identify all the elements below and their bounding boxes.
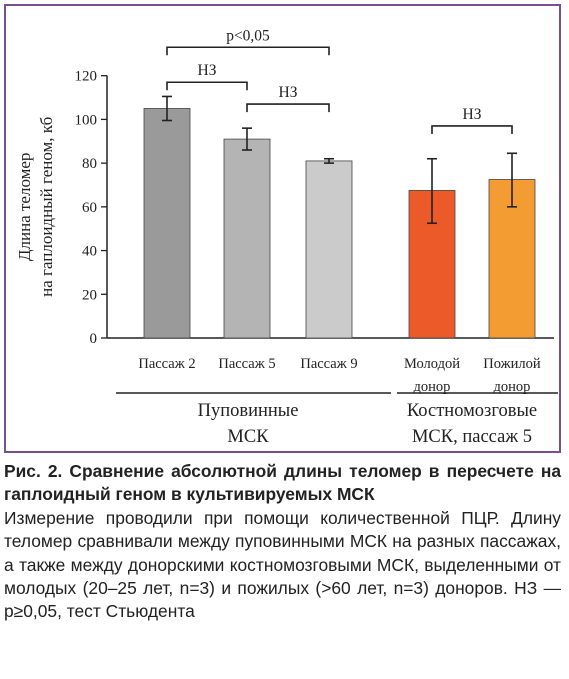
caption-title: Рис. 2. Сравнение абсолютной длины телом…	[4, 461, 561, 505]
caption-body: Измерение проводили при помощи количеств…	[4, 507, 561, 622]
category-label-4: Молодой	[404, 356, 460, 372]
bar-1	[143, 108, 191, 339]
significance-label-3: НЗ	[279, 84, 298, 101]
category-label-5: донор	[494, 379, 531, 395]
bar-2	[223, 138, 271, 339]
y-tick-label: 80	[82, 156, 97, 172]
group-label-2: МСК, пассаж 5	[412, 427, 532, 447]
bar-3	[305, 160, 353, 339]
category-label-1: Пассаж 2	[138, 356, 195, 372]
y-tick-label: 40	[82, 244, 97, 260]
telomere-bar-chart: 0 20 40 60 80 100 120 Длина теломер на гаплоидны…	[15, 27, 558, 447]
significance-bracket-4	[431, 125, 513, 134]
significance-label-4: НЗ	[463, 106, 482, 123]
y-axis-title-line2: на гаплоидный геном, кб	[37, 117, 56, 297]
chart-frame: 0 20 40 60 80 100 120 Длина теломер на гаплоидны…	[4, 4, 561, 453]
y-tick-label: 0	[90, 331, 98, 347]
significance-bracket-2	[166, 81, 248, 91]
y-tick-label: 20	[82, 287, 97, 303]
category-label-5: Пожилой	[483, 356, 541, 372]
group-label-2: Костномозговые	[407, 401, 537, 421]
significance-label-1: p<0,05	[226, 27, 270, 44]
category-label-2: Пассаж 5	[218, 356, 275, 372]
category-label-4: донор	[414, 379, 451, 395]
figure-caption: Рис. 2. Сравнение абсолютной длины телом…	[4, 460, 561, 624]
significance-bracket-3	[246, 103, 330, 113]
significance-label-2: НЗ	[198, 62, 217, 79]
category-label-3: Пассаж 9	[300, 356, 357, 372]
y-axis-title-line1: Длина теломер	[15, 153, 34, 262]
significance-bracket-1	[166, 46, 330, 56]
y-tick-label: 60	[82, 200, 97, 216]
group-label-1: Пуповинные	[198, 401, 299, 421]
y-tick-label: 120	[75, 69, 98, 85]
group-label-1: МСК	[227, 427, 269, 447]
y-tick-label: 100	[75, 112, 98, 128]
